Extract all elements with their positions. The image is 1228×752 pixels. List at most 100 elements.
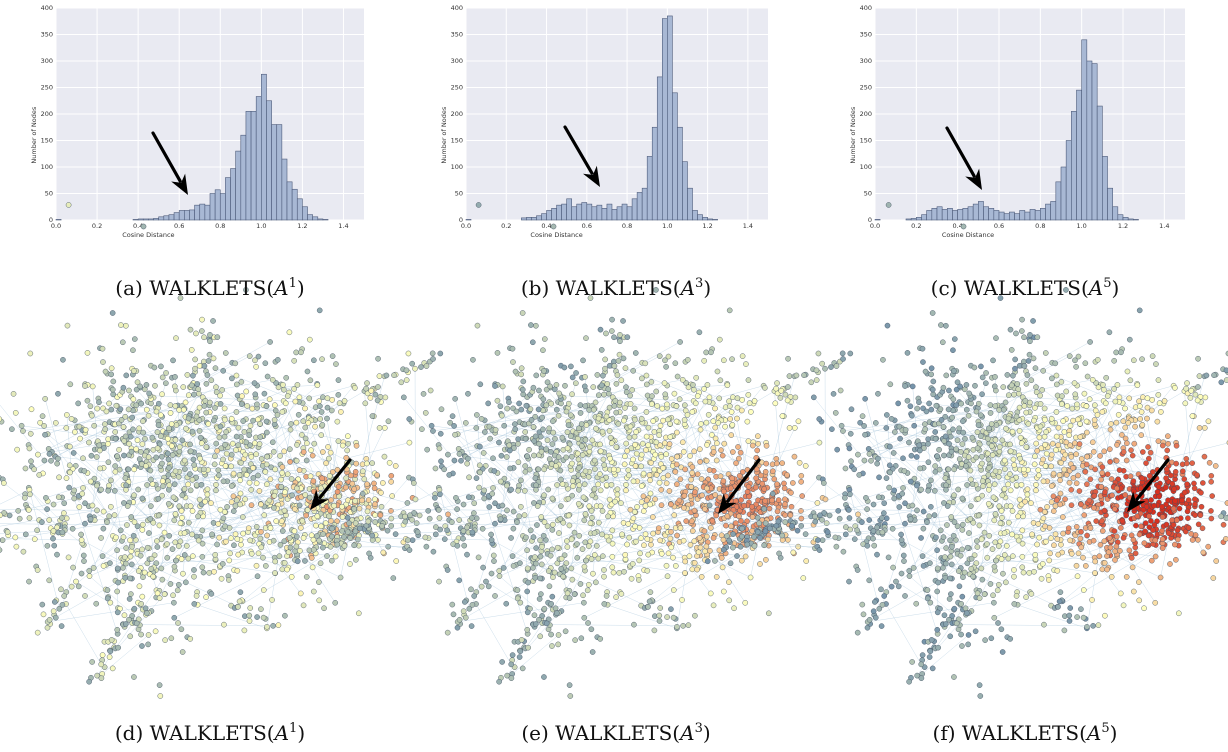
node <box>81 558 87 564</box>
node <box>644 536 651 542</box>
node <box>127 633 134 640</box>
x-tick-label: 1.4 <box>338 222 348 230</box>
node <box>232 360 239 367</box>
node <box>279 464 286 470</box>
node <box>203 380 210 387</box>
node <box>632 350 639 356</box>
node <box>252 357 258 364</box>
node <box>371 480 377 487</box>
annotation-arrow-shaft <box>318 458 352 500</box>
node <box>80 552 87 559</box>
node <box>208 591 215 597</box>
node <box>676 396 683 403</box>
node <box>318 432 325 438</box>
node <box>1016 428 1023 434</box>
node <box>117 406 124 412</box>
edge <box>1031 380 1062 405</box>
node <box>317 403 323 409</box>
node <box>220 478 227 485</box>
node <box>195 537 202 544</box>
node <box>632 463 639 469</box>
node <box>525 644 531 651</box>
node <box>54 551 60 558</box>
bar <box>556 204 562 221</box>
node <box>580 494 587 501</box>
node <box>519 310 526 316</box>
node <box>981 529 988 536</box>
node <box>112 429 119 435</box>
node <box>724 513 731 520</box>
node <box>540 347 546 354</box>
node <box>739 397 745 403</box>
node <box>561 364 568 371</box>
edge <box>937 594 985 648</box>
node <box>729 422 736 428</box>
edge <box>670 385 728 438</box>
node <box>665 353 672 360</box>
y-tick-label: 100 <box>41 163 53 171</box>
edge <box>568 509 592 516</box>
node <box>352 520 359 526</box>
node <box>659 405 666 412</box>
node <box>404 500 411 506</box>
edge <box>150 395 296 402</box>
annotation-arrow-head <box>310 489 329 510</box>
node <box>123 560 129 567</box>
node <box>307 377 314 384</box>
node <box>258 606 264 612</box>
node <box>425 508 432 514</box>
node <box>582 539 589 546</box>
node <box>647 589 654 595</box>
node <box>782 496 788 503</box>
annotation-arrow-shaft <box>726 458 761 503</box>
node <box>18 422 25 429</box>
node <box>662 357 668 364</box>
node <box>785 355 791 362</box>
edge <box>1002 554 1006 574</box>
bar <box>957 209 964 221</box>
node <box>159 576 166 583</box>
node <box>568 433 574 439</box>
bar <box>910 218 917 221</box>
node <box>334 541 341 548</box>
node <box>94 507 100 514</box>
node <box>52 599 58 605</box>
node <box>108 503 114 510</box>
node <box>530 565 536 571</box>
node <box>100 508 107 515</box>
node <box>196 417 203 423</box>
node <box>567 693 574 699</box>
node <box>509 553 516 559</box>
node <box>696 329 703 336</box>
node <box>267 525 274 531</box>
edge <box>716 385 764 444</box>
node <box>666 488 673 494</box>
node <box>543 620 550 627</box>
node <box>142 435 148 442</box>
node <box>0 512 3 519</box>
node <box>596 519 602 526</box>
node <box>549 527 556 533</box>
node <box>409 537 416 543</box>
node <box>673 429 680 436</box>
node <box>335 377 342 383</box>
node <box>187 503 194 509</box>
node <box>299 432 305 438</box>
node <box>128 561 135 568</box>
node <box>262 360 269 367</box>
node <box>413 520 420 526</box>
node <box>536 616 542 623</box>
node <box>215 521 222 527</box>
x-tick-label: 0.8 <box>215 222 225 230</box>
node <box>165 450 171 457</box>
node <box>31 466 37 473</box>
node <box>402 513 408 520</box>
node <box>263 418 270 425</box>
node <box>309 564 316 571</box>
node <box>70 450 77 456</box>
edge <box>560 395 706 402</box>
node <box>508 675 515 681</box>
node <box>41 423 47 429</box>
node <box>471 510 477 516</box>
node <box>549 546 555 553</box>
